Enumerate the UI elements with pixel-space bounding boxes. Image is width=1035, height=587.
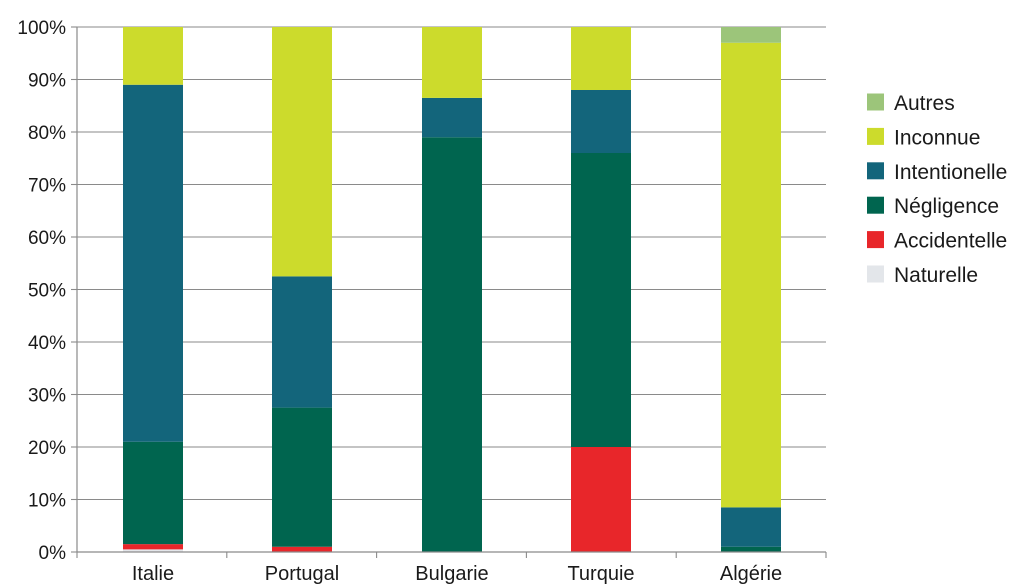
legend-swatch xyxy=(867,196,884,214)
bars xyxy=(123,27,781,552)
bar-segment-intentionelle xyxy=(571,90,631,153)
bar-segment-autres xyxy=(721,27,781,43)
bar-segment-inconnue xyxy=(123,27,183,85)
legend: Autres Inconnue Intentionelle Négligence Acc… xyxy=(867,92,1007,287)
bar-segment-negligence xyxy=(422,137,482,552)
x-category-label: Turquie xyxy=(567,563,634,585)
x-category-label: Bulgarie xyxy=(415,563,488,585)
x-axis-category-labels: Italie Portugal Bulgarie Turquie Algérie xyxy=(132,563,782,585)
legend-swatch xyxy=(867,231,884,249)
bar-segment-inconnue xyxy=(422,27,482,98)
bar-segment-negligence xyxy=(721,546,781,552)
bar-segment-intentionelle xyxy=(123,84,183,442)
y-tick-label: 30% xyxy=(28,386,66,407)
y-tick-label: 0% xyxy=(39,543,67,564)
bar-segment-negligence xyxy=(123,441,183,545)
legend-label: Inconnue xyxy=(894,126,980,149)
bar-segment-intentionelle xyxy=(272,276,332,408)
y-tick-label: 100% xyxy=(17,18,66,39)
y-tick-label: 90% xyxy=(28,71,66,92)
bar-segment-accidentelle xyxy=(272,546,332,552)
x-category-label: Portugal xyxy=(265,563,340,585)
legend-label: Accidentelle xyxy=(894,230,1007,253)
legend-swatch xyxy=(867,93,884,111)
y-tick-label: 80% xyxy=(28,123,66,144)
legend-label: Autres xyxy=(894,92,955,115)
bar-segment-accidentelle xyxy=(571,447,631,552)
x-category-label: Algérie xyxy=(720,563,782,585)
y-tick-label: 20% xyxy=(28,438,66,459)
bar-segment-inconnue xyxy=(721,42,781,508)
bar-segment-negligence xyxy=(272,407,332,547)
bar-segment-accidentelle xyxy=(123,544,183,550)
y-axis-tick-labels: 0% 10% 20% 30% 40% 50% 60% 70% 80% 90% 100% xyxy=(17,18,66,564)
legend-label: Négligence xyxy=(894,195,999,218)
y-tick-label: 60% xyxy=(28,228,66,249)
bar-segment-negligence xyxy=(571,153,631,447)
bar-segment-naturelle xyxy=(123,549,183,552)
legend-swatch xyxy=(867,162,884,180)
bar-segment-inconnue xyxy=(272,27,332,277)
y-tick-label: 40% xyxy=(28,333,66,354)
bar-segment-inconnue xyxy=(571,27,631,90)
y-tick-label: 70% xyxy=(28,176,66,197)
bar-segment-intentionelle xyxy=(422,97,482,138)
y-tick-label: 10% xyxy=(28,491,66,512)
legend-swatch xyxy=(867,265,884,283)
legend-label: Naturelle xyxy=(894,264,978,287)
legend-swatch xyxy=(867,127,884,145)
x-category-label: Italie xyxy=(132,563,174,585)
legend-label: Intentionelle xyxy=(894,161,1007,184)
bar-segment-intentionelle xyxy=(721,507,781,547)
axes xyxy=(76,27,827,558)
y-tick-label: 50% xyxy=(28,281,66,302)
